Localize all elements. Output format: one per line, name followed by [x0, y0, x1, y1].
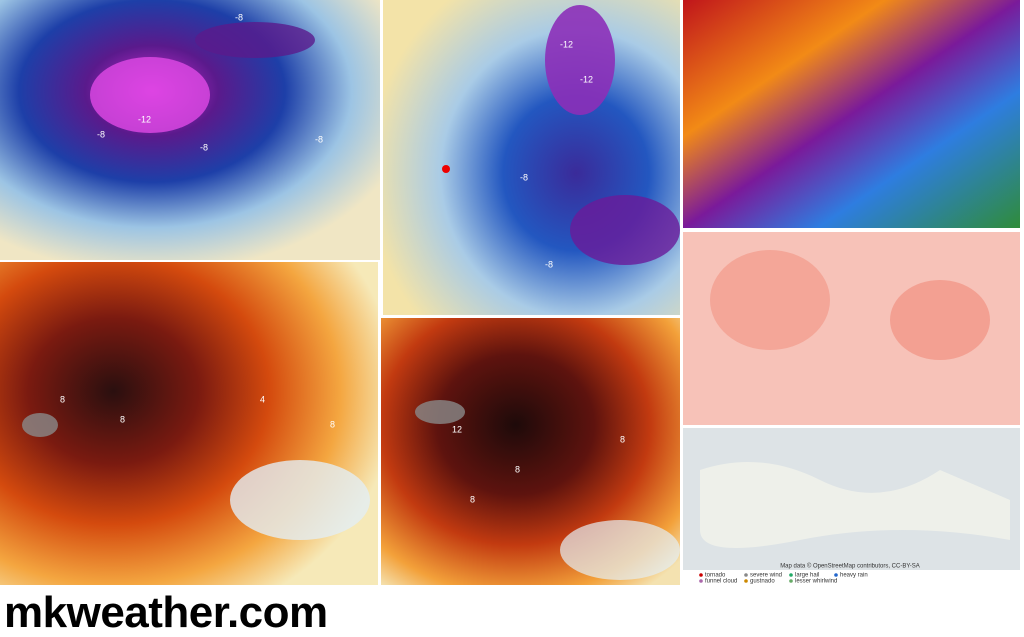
contour-label: 8 — [60, 394, 65, 404]
anomaly-area — [710, 250, 830, 350]
precip-map — [683, 0, 1020, 228]
legend-label: tornado — [705, 573, 726, 579]
contour-label: -12 — [560, 39, 573, 49]
legend-marker — [699, 579, 703, 583]
cold-map-west — [0, 0, 380, 260]
contour-label: -12 — [580, 74, 593, 84]
cool-area — [230, 460, 370, 540]
legend-label: lesser whirlwind — [795, 579, 837, 585]
contour-label: 8 — [330, 419, 335, 429]
legend-marker — [789, 573, 793, 577]
warm-core — [415, 400, 465, 424]
land — [700, 462, 1010, 548]
brand: mkweather.com — [4, 588, 328, 637]
legend-marker — [834, 573, 838, 577]
legend-label: heavy rain — [840, 573, 868, 579]
cold-core — [545, 5, 615, 115]
contour-label: 8 — [120, 414, 125, 424]
contour-label: -8 — [97, 129, 105, 139]
legend-label: large hail — [795, 573, 819, 579]
legend-marker — [699, 573, 703, 577]
legend-marker — [744, 579, 748, 583]
contour-label: 8 — [620, 434, 625, 444]
contour-label: -8 — [235, 12, 243, 22]
attribution: Map data © OpenStreetMap contributors, C… — [780, 563, 920, 570]
legend-marker — [744, 573, 748, 577]
contour-label: -8 — [200, 142, 208, 152]
contour-label: -8 — [315, 134, 323, 144]
contour-label: -8 — [520, 172, 528, 182]
contour-label: -12 — [138, 114, 151, 124]
cold-core — [90, 57, 210, 133]
cold-map-east — [383, 0, 680, 315]
contour-label: -8 — [545, 259, 553, 269]
legend-label: gustnado — [750, 579, 775, 585]
location-dot — [442, 165, 450, 173]
contour-label: 12 — [452, 424, 462, 434]
legend-label: severe wind — [750, 573, 782, 579]
contour-label: 8 — [470, 494, 475, 504]
warm-core — [22, 413, 58, 437]
contour-label: 8 — [515, 464, 520, 474]
cool-area — [560, 520, 680, 580]
legend-marker — [789, 579, 793, 583]
cold-core — [195, 22, 315, 58]
legend-label: funnel cloud — [705, 579, 737, 585]
anomaly-area — [890, 280, 990, 360]
legend: tornado severe wind large hail heavy rain fu… — [699, 573, 868, 585]
contour-label: 4 — [260, 394, 265, 404]
reports-legend — [683, 570, 1020, 584]
cold-core — [570, 195, 680, 265]
